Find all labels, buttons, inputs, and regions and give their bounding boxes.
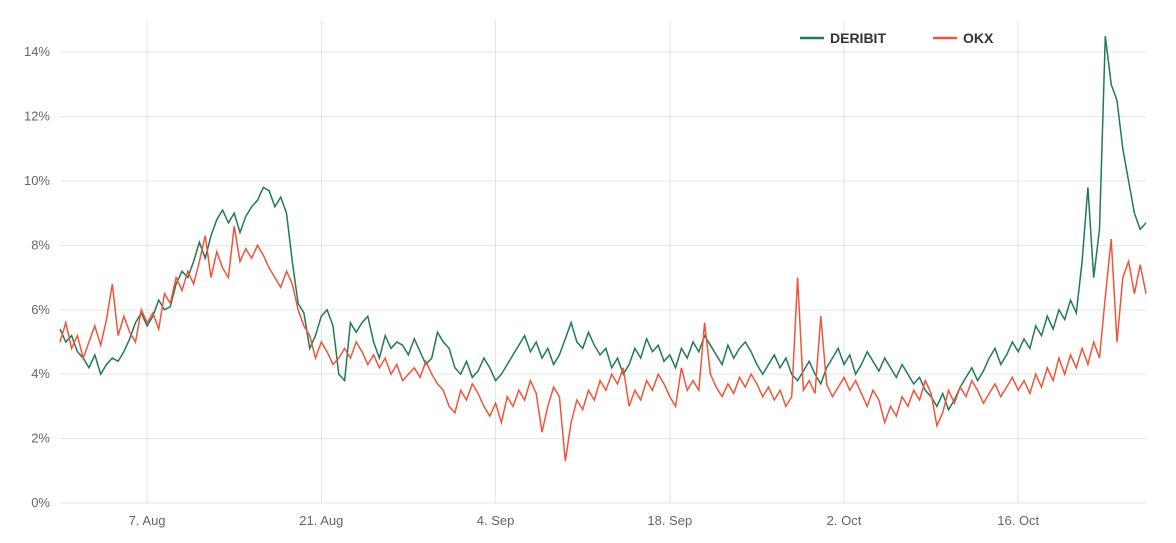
y-tick-label: 0% [31, 495, 50, 510]
legend-label: DERIBIT [830, 30, 886, 46]
x-tick-label: 18. Sep [647, 513, 692, 528]
x-tick-label: 21. Aug [299, 513, 343, 528]
chart-bg [0, 0, 1176, 543]
y-tick-label: 6% [31, 302, 50, 317]
y-tick-label: 14% [24, 44, 50, 59]
y-tick-label: 10% [24, 173, 50, 188]
legend-label: OKX [963, 30, 994, 46]
x-tick-label: 7. Aug [129, 513, 166, 528]
x-tick-label: 4. Sep [477, 513, 515, 528]
y-tick-label: 2% [31, 431, 50, 446]
line-chart: 0% 2% 4% 6% 8% 10% 12% 14% 7. Aug 21. Aug 4. Sep 18… [0, 0, 1176, 543]
chart-container: 0% 2% 4% 6% 8% 10% 12% 14% 7. Aug 21. Aug 4. Sep 18… [0, 0, 1176, 543]
y-tick-label: 8% [31, 237, 50, 252]
y-tick-label: 12% [24, 109, 50, 124]
y-tick-label: 4% [31, 366, 50, 381]
x-tick-label: 2. Oct [827, 513, 862, 528]
x-tick-label: 16. Oct [997, 513, 1039, 528]
